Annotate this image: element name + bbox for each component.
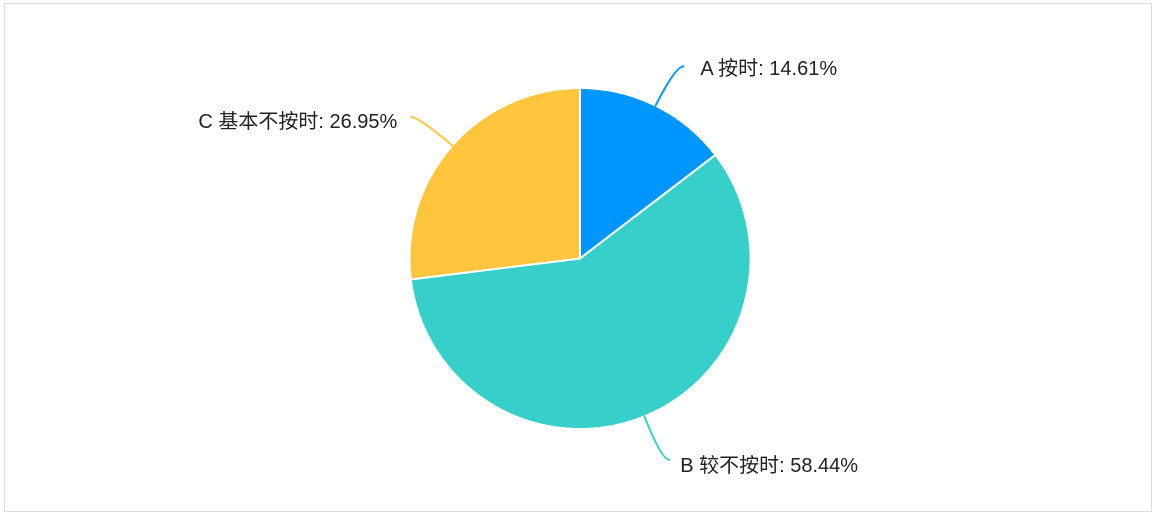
pie-label-c: C 基本不按时: 26.95% bbox=[198, 110, 398, 133]
pie-label-line-a bbox=[654, 65, 685, 107]
pie-label-line-c bbox=[410, 116, 454, 147]
pie-label-b: B 较不按时: 58.44% bbox=[680, 454, 859, 477]
pie-slice-c[interactable] bbox=[408, 87, 581, 281]
pie-label-a: A 按时: 14.61% bbox=[700, 58, 838, 81]
pie-label-line-b bbox=[643, 415, 671, 461]
